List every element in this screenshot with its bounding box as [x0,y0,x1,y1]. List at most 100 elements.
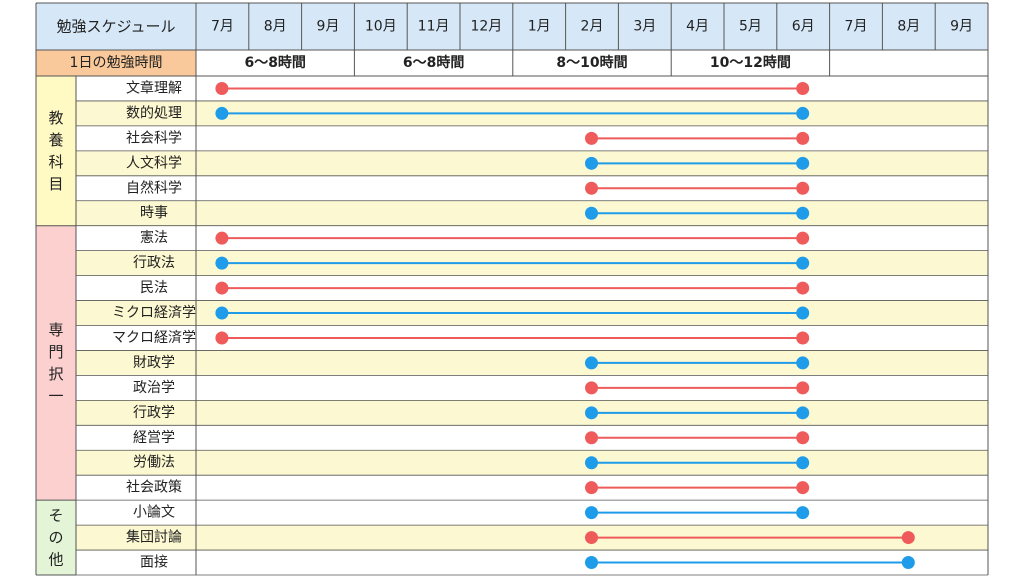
bar-start-dot [585,406,598,420]
bar-start-dot [585,181,598,195]
bar-start-dot [585,431,598,445]
month-header: 11月 [418,19,450,35]
bar-start-dot [215,281,229,295]
group-cell [36,500,76,575]
table-row [76,175,988,201]
month-header: 2月 [581,19,604,35]
bar-start-dot [215,81,229,95]
bar-end-dot [796,81,810,95]
subject-label: 政治学 [133,380,175,396]
month-header: 10月 [365,19,397,35]
bar-start-dot [585,131,598,145]
bar-start-dot [585,381,598,395]
bar-end-dot [796,231,810,245]
group-label: 専 [48,321,63,339]
bar-end-dot [796,481,810,495]
group-label: 養 [48,131,63,149]
daily-hours-value: 8〜10時間 [556,54,627,71]
group-cell [36,225,76,501]
month-header: 3月 [633,19,656,35]
table-row [76,475,988,501]
group-label: 科 [48,153,63,171]
bar-start-dot [215,256,229,270]
subject-label: 人文科学 [126,155,182,171]
subject-label: 集団討論 [126,529,182,546]
daily-label-cell [36,50,196,76]
bar-end-dot [796,281,810,295]
bar-end-dot [796,456,810,470]
subject-label: 面接 [140,554,168,571]
group-label: 一 [48,387,63,405]
month-header: 7月 [845,19,868,35]
bar-end-dot [796,381,810,395]
month-header: 7月 [211,19,234,35]
month-header: 8月 [264,19,287,35]
bar-end-dot [796,506,810,520]
daily-hours-label: 1日の勉強時間 [70,55,163,71]
month-header: 6月 [792,19,815,35]
table-row [76,450,988,476]
subject-label: 社会政策 [126,479,182,496]
subject-label: 時事 [140,205,168,221]
table-row [76,350,988,376]
bar-start-dot [215,306,229,320]
group-cell [36,76,76,226]
subject-label: 行政法 [133,255,175,271]
bar-end-dot [796,431,810,445]
table-row [76,375,988,401]
subject-label: 文章理解 [126,79,182,96]
subject-label: 自然科学 [126,179,182,196]
bar-start-dot [585,156,598,170]
month-header: 8月 [897,19,920,35]
bar-end-dot [796,106,810,120]
bar-start-dot [585,506,598,520]
table-row [76,500,988,526]
group-label: 目 [48,175,63,193]
table-row [76,425,988,451]
month-header: 4月 [686,19,709,35]
table-row [76,150,988,176]
bar-end-dot [796,406,810,420]
bar-end-dot [796,356,810,370]
bar-end-dot [901,531,915,545]
bar-end-dot [796,206,810,220]
bar-end-dot [901,556,915,570]
bar-end-dot [796,131,810,145]
bar-end-dot [796,156,810,170]
page-title: 勉強スケジュール [57,18,176,36]
month-header: 5月 [739,19,762,35]
subject-label: 財政学 [133,355,175,371]
table-row [76,125,988,151]
group-label: そ [48,507,63,525]
subject-label: 行政学 [133,405,175,421]
bar-end-dot [796,306,810,320]
group-label: の [48,529,63,547]
bar-start-dot [585,481,598,495]
subject-label: 労働法 [133,455,175,471]
bar-start-dot [215,331,229,345]
bar-end-dot [796,256,810,270]
subject-label: 数的処理 [126,105,182,121]
bar-start-dot [585,356,598,370]
bar-start-dot [215,231,229,245]
month-header: 9月 [950,19,973,35]
group-label: 択 [48,365,63,383]
group-label: 教 [48,109,63,127]
group-label: 門 [48,343,63,361]
bar-start-dot [585,206,598,220]
subject-label: 経営学 [133,430,175,446]
bar-start-dot [585,531,598,545]
subject-label: 小論文 [133,505,175,521]
month-header: 1月 [528,19,551,35]
subject-label: 社会科学 [126,130,182,146]
daily-hours-value: 6〜8時間 [403,54,464,71]
month-header: 12月 [470,19,502,35]
table-row [76,400,988,426]
subject-label: 民法 [140,280,168,296]
subject-label: マクロ経済学 [112,330,196,346]
bar-start-dot [585,456,598,470]
group-label: 他 [48,551,63,569]
daily-hours-value: 10〜12時間 [710,54,791,71]
month-header: 9月 [317,19,340,35]
